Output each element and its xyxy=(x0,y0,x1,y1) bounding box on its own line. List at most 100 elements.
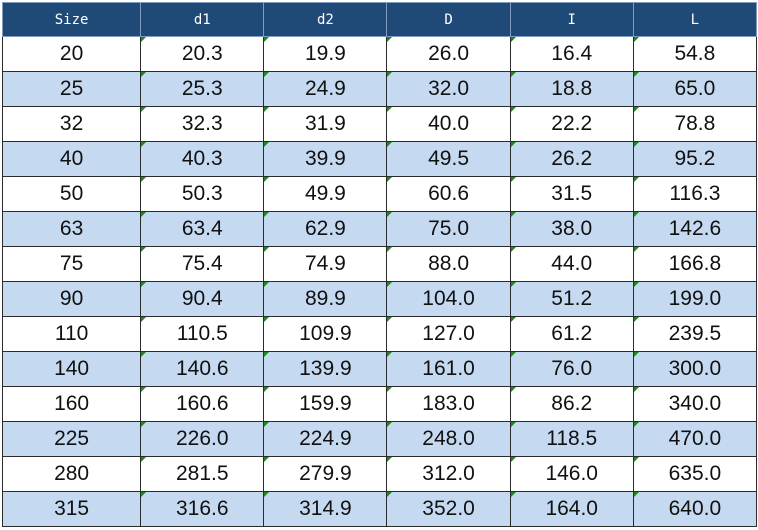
cell-d: 127.0 xyxy=(386,316,511,352)
cell-size: 90 xyxy=(1,281,142,317)
cell-l: 239.5 xyxy=(632,316,758,352)
cell-d: 60.6 xyxy=(386,176,511,212)
cell-i: 61.2 xyxy=(509,316,634,352)
table-row: 25 25.3 24.9 32.0 18.8 65.0 xyxy=(1,71,758,107)
cell-d: 75.0 xyxy=(386,211,511,247)
cell-i: 38.0 xyxy=(509,211,634,247)
cell-size: 20 xyxy=(1,36,142,72)
cell-d1: 75.4 xyxy=(140,246,265,282)
table-row: 63 63.4 62.9 75.0 38.0 142.6 xyxy=(1,211,758,247)
cell-size: 160 xyxy=(1,386,142,422)
cell-i: 51.2 xyxy=(509,281,634,317)
cell-d: 26.0 xyxy=(386,36,511,72)
table-row: 20 20.3 19.9 26.0 16.4 54.8 xyxy=(1,36,758,72)
table-row: 50 50.3 49.9 60.6 31.5 116.3 xyxy=(1,176,758,212)
cell-l: 78.8 xyxy=(632,106,758,142)
cell-d2: 159.9 xyxy=(263,386,388,422)
cell-i: 164.0 xyxy=(509,491,634,527)
cell-l: 300.0 xyxy=(632,351,758,387)
cell-i: 118.5 xyxy=(509,421,634,457)
cell-l: 640.0 xyxy=(632,491,758,527)
cell-d1: 110.5 xyxy=(140,316,265,352)
cell-d: 49.5 xyxy=(386,141,511,177)
cell-d1: 226.0 xyxy=(140,421,265,457)
cell-d1: 32.3 xyxy=(140,106,265,142)
cell-size: 315 xyxy=(1,491,142,527)
table-row: 75 75.4 74.9 88.0 44.0 166.8 xyxy=(1,246,758,282)
cell-d: 352.0 xyxy=(386,491,511,527)
cell-d2: 314.9 xyxy=(263,491,388,527)
cell-d1: 316.6 xyxy=(140,491,265,527)
cell-size: 110 xyxy=(1,316,142,352)
cell-i: 86.2 xyxy=(509,386,634,422)
cell-i: 16.4 xyxy=(509,36,634,72)
cell-d2: 74.9 xyxy=(263,246,388,282)
cell-l: 635.0 xyxy=(632,456,758,492)
table-row: 90 90.4 89.9 104.0 51.2 199.0 xyxy=(1,281,758,317)
cell-size: 50 xyxy=(1,176,142,212)
cell-d: 161.0 xyxy=(386,351,511,387)
table-body: 20 20.3 19.9 26.0 16.4 54.8 25 25.3 24.9 32.0 18.8… xyxy=(1,36,758,527)
cell-d1: 63.4 xyxy=(140,211,265,247)
cell-l: 199.0 xyxy=(632,281,758,317)
table-row: 32 32.3 31.9 40.0 22.2 78.8 xyxy=(1,106,758,142)
header-row: Size d1 d2 D I L xyxy=(1,2,758,37)
cell-size: 63 xyxy=(1,211,142,247)
column-header-size: Size xyxy=(1,2,142,37)
column-header-d1: d1 xyxy=(140,2,265,37)
cell-d: 248.0 xyxy=(386,421,511,457)
cell-l: 54.8 xyxy=(632,36,758,72)
table-row: 40 40.3 39.9 49.5 26.2 95.2 xyxy=(1,141,758,177)
cell-d2: 139.9 xyxy=(263,351,388,387)
cell-size: 225 xyxy=(1,421,142,457)
cell-d2: 31.9 xyxy=(263,106,388,142)
cell-l: 166.8 xyxy=(632,246,758,282)
cell-d: 88.0 xyxy=(386,246,511,282)
column-header-i: I xyxy=(509,2,634,37)
cell-size: 75 xyxy=(1,246,142,282)
column-header-d: D xyxy=(386,2,511,37)
cell-d: 312.0 xyxy=(386,456,511,492)
cell-i: 146.0 xyxy=(509,456,634,492)
cell-d2: 19.9 xyxy=(263,36,388,72)
cell-d2: 24.9 xyxy=(263,71,388,107)
table-row: 110 110.5 109.9 127.0 61.2 239.5 xyxy=(1,316,758,352)
cell-l: 65.0 xyxy=(632,71,758,107)
table-row: 225 226.0 224.9 248.0 118.5 470.0 xyxy=(1,421,758,457)
cell-d1: 20.3 xyxy=(140,36,265,72)
table-row: 280 281.5 279.9 312.0 146.0 635.0 xyxy=(1,456,758,492)
cell-d1: 25.3 xyxy=(140,71,265,107)
cell-d1: 50.3 xyxy=(140,176,265,212)
cell-d: 104.0 xyxy=(386,281,511,317)
cell-d2: 62.9 xyxy=(263,211,388,247)
cell-i: 31.5 xyxy=(509,176,634,212)
column-header-l: L xyxy=(632,2,758,37)
cell-size: 280 xyxy=(1,456,142,492)
cell-d2: 279.9 xyxy=(263,456,388,492)
cell-l: 95.2 xyxy=(632,141,758,177)
cell-l: 116.3 xyxy=(632,176,758,212)
cell-size: 140 xyxy=(1,351,142,387)
cell-d2: 49.9 xyxy=(263,176,388,212)
cell-i: 44.0 xyxy=(509,246,634,282)
cell-d1: 90.4 xyxy=(140,281,265,317)
cell-d: 32.0 xyxy=(386,71,511,107)
cell-d: 183.0 xyxy=(386,386,511,422)
cell-i: 18.8 xyxy=(509,71,634,107)
cell-size: 32 xyxy=(1,106,142,142)
cell-d1: 160.6 xyxy=(140,386,265,422)
cell-size: 25 xyxy=(1,71,142,107)
cell-i: 26.2 xyxy=(509,141,634,177)
cell-d1: 40.3 xyxy=(140,141,265,177)
cell-d1: 281.5 xyxy=(140,456,265,492)
cell-d2: 109.9 xyxy=(263,316,388,352)
table-row: 140 140.6 139.9 161.0 76.0 300.0 xyxy=(1,351,758,387)
cell-d1: 140.6 xyxy=(140,351,265,387)
column-header-d2: d2 xyxy=(263,2,388,37)
cell-i: 22.2 xyxy=(509,106,634,142)
cell-d2: 89.9 xyxy=(263,281,388,317)
cell-d2: 39.9 xyxy=(263,141,388,177)
table-row: 160 160.6 159.9 183.0 86.2 340.0 xyxy=(1,386,758,422)
